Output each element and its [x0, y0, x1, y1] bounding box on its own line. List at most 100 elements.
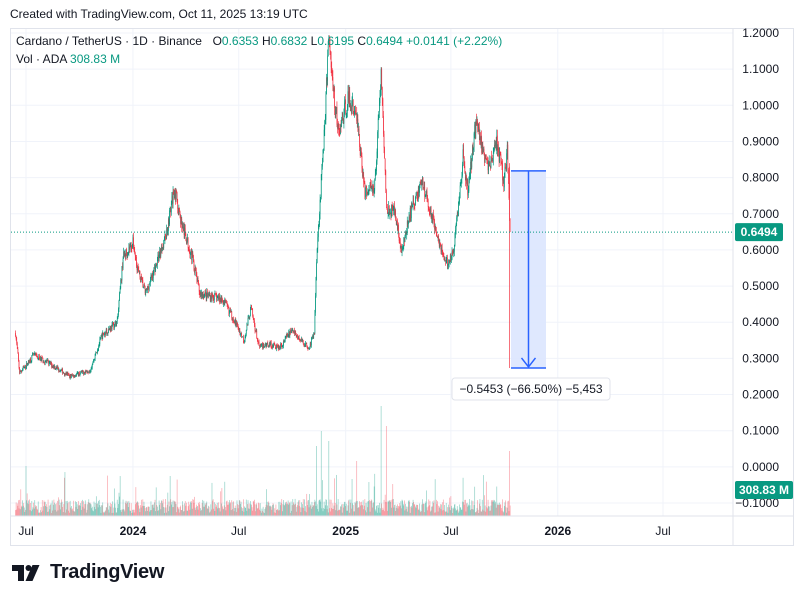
volume-bar [177, 506, 179, 516]
candle-body [494, 144, 495, 150]
candle-body [238, 330, 240, 332]
volume-bar [43, 506, 44, 516]
change-value: +0.0141 (+2.22%) [406, 34, 503, 48]
volume-bar [124, 511, 126, 516]
volume-bar [372, 507, 373, 516]
candle-body [90, 370, 91, 372]
volume-bar [31, 500, 33, 516]
candle-body [61, 369, 63, 370]
volume-bar [175, 501, 176, 516]
candle-body [143, 285, 145, 287]
candle-body [286, 333, 288, 337]
candle-body [105, 332, 106, 336]
volume-bar [383, 509, 384, 516]
candle-body [95, 352, 97, 353]
candle-body [72, 375, 73, 376]
candle-body [105, 329, 107, 336]
candle-body [497, 135, 498, 151]
candle-body [86, 370, 88, 373]
candle-body [210, 295, 212, 301]
volume-bar [218, 502, 219, 516]
candle-body [218, 296, 220, 299]
candle-body [225, 301, 227, 303]
volume-bar [308, 507, 310, 516]
candle-body [288, 331, 290, 336]
candle-body [337, 124, 338, 129]
candle-body [221, 298, 223, 300]
y-tick-label: 1.2000 [742, 26, 779, 40]
volume-bar [242, 508, 244, 516]
volume-bar [345, 503, 347, 516]
candle-body [341, 119, 342, 127]
volume-bar [373, 502, 374, 516]
volume-bar [254, 499, 255, 516]
volume-bar [245, 508, 247, 516]
volume-bar [125, 502, 126, 516]
volume-bar [498, 504, 500, 516]
volume-bar [259, 509, 260, 516]
volume-bar [447, 507, 448, 516]
candle-body [104, 332, 106, 335]
volume-bar [459, 507, 461, 516]
volume-bar [176, 479, 178, 516]
measure-label-box [451, 377, 611, 401]
volume-bar [496, 486, 498, 516]
volume-bar [127, 507, 129, 516]
volume-label[interactable]: Vol · ADA [16, 52, 67, 66]
candle-body [209, 294, 211, 296]
volume-bar [409, 512, 411, 516]
candle-body [87, 372, 89, 373]
candle-body [255, 330, 256, 332]
volume-bar [79, 504, 80, 516]
volume-bar [175, 503, 177, 516]
volume-bar [223, 505, 225, 516]
volume-bar [400, 501, 402, 516]
candle-body [499, 151, 501, 155]
candle-body [62, 369, 63, 374]
candle-body [206, 291, 208, 296]
volume-bar [417, 504, 419, 516]
volume-bar [46, 506, 48, 516]
volume-bar [83, 508, 85, 516]
candle-body [306, 343, 308, 347]
candle-body [495, 142, 496, 146]
candle-body [184, 228, 186, 234]
volume-bar [249, 508, 251, 516]
candle-body [146, 289, 148, 291]
volume-bar [468, 505, 470, 516]
volume-bar [453, 507, 455, 516]
volume-bar [453, 504, 455, 516]
volume-bar [163, 512, 165, 516]
candle-body [122, 258, 124, 269]
volume-bar [219, 508, 220, 516]
candle-body [280, 344, 282, 345]
volume-bar [470, 508, 472, 516]
candle-body [350, 107, 352, 109]
chart-pane[interactable] [10, 28, 794, 546]
volume-bar [347, 510, 348, 516]
volume-bar [482, 509, 484, 516]
volume-bar [286, 504, 288, 516]
volume-bar [324, 508, 326, 516]
volume-bar [391, 507, 392, 516]
volume-bar [226, 500, 228, 516]
candle-body [130, 243, 132, 249]
candle-body [152, 273, 154, 279]
volume-bar [326, 499, 327, 516]
volume-bar [327, 512, 329, 516]
volume-bar [437, 511, 439, 516]
candle-body [43, 361, 45, 363]
volume-bar [466, 503, 467, 516]
volume-bar [491, 500, 492, 516]
volume-bar [261, 512, 262, 516]
candle-body [442, 255, 444, 257]
candle-body [15, 336, 17, 339]
volume-bar [206, 508, 208, 516]
candle-body [286, 336, 287, 337]
symbol-name[interactable]: Cardano / TetherUS · 1D · Binance [16, 34, 202, 48]
volume-bar [251, 507, 253, 516]
candle-body [253, 318, 255, 321]
volume-bar [418, 508, 420, 516]
candle-body [83, 372, 85, 375]
